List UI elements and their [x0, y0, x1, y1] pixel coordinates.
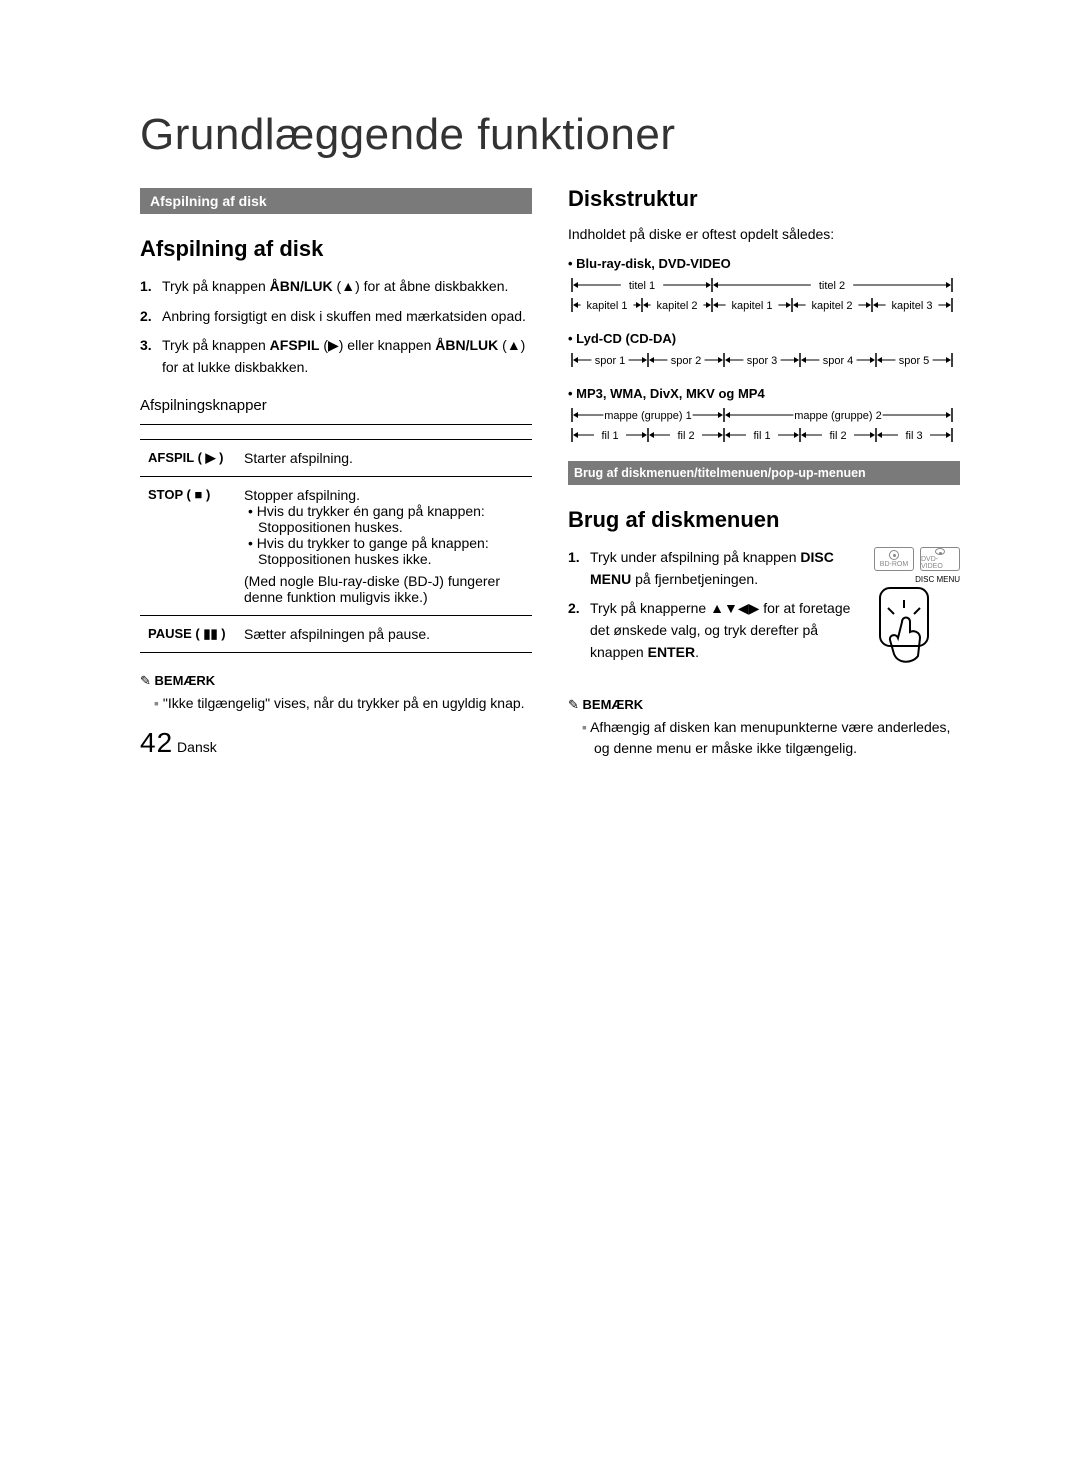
- step: 2.Tryk på knapperne ▲▼◀▶ for at foretage…: [568, 598, 864, 663]
- diagram-label: Blu-ray-disk, DVD-VIDEO: [568, 256, 960, 271]
- svg-text:titel 1: titel 1: [629, 280, 655, 292]
- svg-text:spor 1: spor 1: [595, 355, 626, 367]
- note-heading-right: BEMÆRK: [568, 697, 960, 713]
- diskstruktur-intro: Indholdet på diske er oftest opdelt såle…: [568, 226, 960, 242]
- note-item-left: "Ikke tilgængelig" vises, når du trykker…: [140, 693, 532, 714]
- svg-text:fil 3: fil 3: [905, 430, 922, 442]
- svg-text:spor 5: spor 5: [899, 355, 930, 367]
- page-footer: 42 Dansk: [140, 727, 217, 759]
- table-row: AFSPIL ( ▶ )Starter afspilning.: [140, 439, 532, 476]
- page-language: Dansk: [177, 739, 217, 755]
- section-bar-diskmenu: Brug af diskmenuen/titelmenuen/pop-up-me…: [568, 461, 960, 485]
- structure-diagram: mappe (gruppe) 1 mappe (gruppe) 2 fil 1 fil…: [568, 405, 958, 449]
- badge-dvdvideo: DVD-VIDEO: [920, 547, 960, 571]
- note-item-right: Afhængig af disken kan menupunkterne vær…: [568, 717, 960, 759]
- table-top-rule: [140, 424, 532, 425]
- section-bar-playback: Afspilning af disk: [140, 188, 532, 214]
- diagram-label: MP3, WMA, DivX, MKV og MP4: [568, 386, 960, 401]
- heading-diskmenu: Brug af diskmenuen: [568, 507, 960, 533]
- svg-text:kapitel 2: kapitel 2: [812, 300, 853, 312]
- svg-text:fil 2: fil 2: [677, 430, 694, 442]
- two-column-layout: Afspilning af disk Afspilning af disk 1.…: [140, 188, 960, 759]
- svg-text:fil 1: fil 1: [753, 430, 770, 442]
- svg-text:fil 2: fil 2: [829, 430, 846, 442]
- disc-badges: BD-ROM DVD-VIDEO: [874, 547, 960, 571]
- step: 3.Tryk på knappen AFSPIL (▶) eller knapp…: [140, 335, 532, 378]
- page-number: 42: [140, 727, 173, 758]
- svg-text:kapitel 3: kapitel 3: [892, 300, 933, 312]
- right-column: Diskstruktur Indholdet på diske er oftes…: [568, 188, 960, 759]
- heading-diskstruktur: Diskstruktur: [568, 186, 960, 212]
- step: 2.Anbring forsigtigt en disk i skuffen m…: [140, 306, 532, 328]
- svg-text:fil 1: fil 1: [601, 430, 618, 442]
- subheading-buttons: Afspilningsknapper: [140, 397, 532, 414]
- disk-structure-diagrams: Blu-ray-disk, DVD-VIDEO titel 1 titel 2 kap…: [568, 256, 960, 449]
- structure-diagram: titel 1 titel 2 kapitel 1 kapitel 2 kapitel …: [568, 275, 958, 319]
- page: Grundlæggende funktioner Afspilning af d…: [0, 0, 1080, 819]
- structure-diagram: spor 1 spor 2 spor 3 spor 4 spor 5: [568, 350, 958, 374]
- diskmenu-steps: 1.Tryk under afspilning på knappen DISC …: [568, 547, 864, 671]
- step: 1.Tryk under afspilning på knappen DISC …: [568, 547, 864, 590]
- svg-text:spor 3: spor 3: [747, 355, 778, 367]
- remote-illustration: BD-ROM DVD-VIDEO DISC MENU: [874, 547, 960, 677]
- svg-text:kapitel 1: kapitel 1: [732, 300, 773, 312]
- playback-steps: 1.Tryk på knappen ÅBN/LUK (▲) for at åbn…: [140, 276, 532, 379]
- svg-text:kapitel 2: kapitel 2: [657, 300, 698, 312]
- diagram-label: Lyd-CD (CD-DA): [568, 331, 960, 346]
- badge-bdrom: BD-ROM: [874, 547, 914, 571]
- svg-text:titel 2: titel 2: [819, 280, 845, 292]
- table-row: PAUSE ( ▮▮ )Sætter afspilningen på pause…: [140, 615, 532, 652]
- left-column: Afspilning af disk Afspilning af disk 1.…: [140, 188, 532, 759]
- svg-text:spor 4: spor 4: [823, 355, 854, 367]
- step: 1.Tryk på knappen ÅBN/LUK (▲) for at åbn…: [140, 276, 532, 298]
- svg-text:spor 2: spor 2: [671, 355, 702, 367]
- page-title: Grundlæggende funktioner: [140, 110, 960, 160]
- table-row: STOP ( ■ )Stopper afspilning.Hvis du try…: [140, 476, 532, 615]
- playback-buttons-table: AFSPIL ( ▶ )Starter afspilning.STOP ( ■ …: [140, 439, 532, 653]
- remote-label: DISC MENU: [874, 575, 960, 584]
- note-heading-left: BEMÆRK: [140, 673, 532, 689]
- svg-text:mappe (gruppe) 1: mappe (gruppe) 1: [604, 410, 691, 422]
- heading-playback: Afspilning af disk: [140, 236, 532, 262]
- svg-text:kapitel 1: kapitel 1: [587, 300, 628, 312]
- svg-text:mappe (gruppe) 2: mappe (gruppe) 2: [794, 410, 881, 422]
- remote-button-svg: [874, 586, 934, 672]
